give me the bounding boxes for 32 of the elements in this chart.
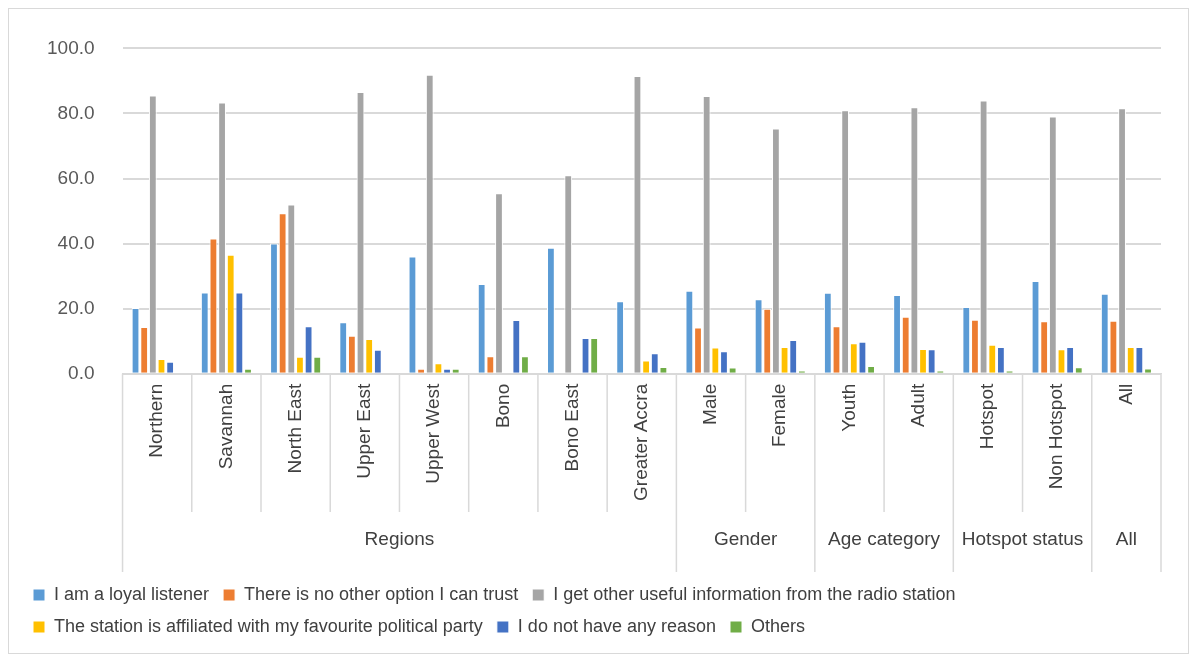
x-tick-label: All	[1114, 383, 1136, 405]
x-tick-label: Upper West	[422, 383, 444, 484]
text: Hotspot status	[961, 528, 1084, 550]
y-tick-label: 60.0	[57, 166, 95, 188]
x-tick-label: Hotspot	[976, 383, 998, 450]
legend-label: There is no other option I can trust	[244, 583, 519, 604]
legend-label: The station is affiliated with my favourite political party	[54, 615, 483, 636]
x-tick-label: Savannah	[214, 383, 236, 470]
x-tick-label: Greater Accra	[630, 383, 652, 501]
text: Age category	[828, 528, 941, 550]
y-tick-label: 40.0	[57, 231, 95, 253]
y-tick-label: 20.0	[57, 296, 95, 318]
y-tick-label: 80.0	[57, 101, 95, 123]
x-tick-label: Adult	[906, 383, 928, 428]
text: All	[1115, 528, 1137, 550]
x-tick-label: Northern	[145, 383, 167, 458]
legend-label: I am a loyal listener	[54, 583, 210, 604]
x-tick-label: North East	[283, 383, 305, 474]
x-tick-label: Female	[768, 383, 790, 448]
legend-label: I get other useful information from the radio station	[553, 583, 956, 604]
x-tick-label: Bono	[491, 383, 513, 429]
x-tick-label: Bono East	[560, 383, 582, 472]
x-tick-label: Upper East	[353, 383, 375, 479]
text: Regions	[364, 528, 435, 550]
legend-label: Others	[751, 615, 806, 636]
x-tick-label: Non Hotspot	[1045, 383, 1067, 490]
text: Gender	[713, 528, 778, 550]
y-tick-label: 0.0	[68, 361, 95, 383]
x-tick-label: Male	[699, 383, 721, 425]
x-tick-label: Youth	[837, 383, 859, 432]
y-tick-label: 100.0	[47, 36, 95, 58]
legend-label: I do not have any reason	[517, 615, 716, 636]
